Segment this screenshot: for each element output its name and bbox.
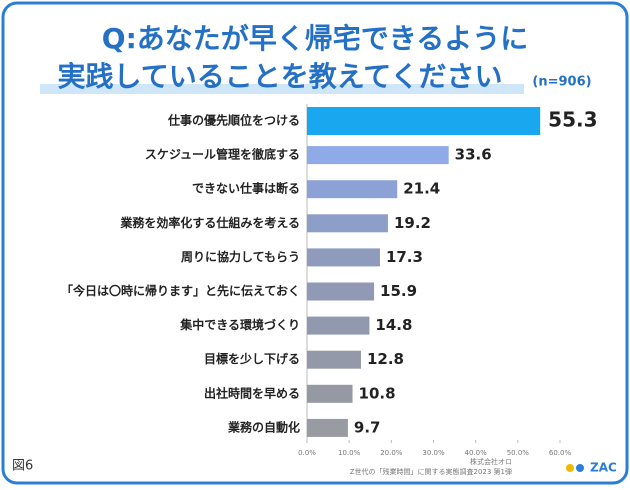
x-tick-label: 20.0% bbox=[380, 449, 403, 457]
logo-dot bbox=[576, 464, 584, 472]
y-tick-label: 業務の自動化 bbox=[227, 419, 300, 434]
value-label: 14.8 bbox=[375, 316, 412, 334]
x-tick-label: 40.0% bbox=[465, 449, 488, 457]
bar bbox=[307, 248, 380, 267]
value-label: 19.2 bbox=[394, 214, 431, 232]
bar bbox=[307, 214, 388, 233]
x-tick-label: 10.0% bbox=[338, 449, 361, 457]
value-label: 17.3 bbox=[386, 248, 423, 266]
value-label: 33.6 bbox=[455, 146, 492, 164]
bar bbox=[307, 146, 449, 165]
title-highlight bbox=[40, 84, 524, 94]
note: 株式会社オロ bbox=[470, 457, 512, 466]
chart-title: Q:あなたが早く帰宅できるように bbox=[102, 22, 528, 55]
bar bbox=[307, 180, 398, 199]
bar bbox=[307, 350, 361, 369]
figure-label: 図6 bbox=[12, 459, 33, 474]
value-label: 9.7 bbox=[354, 418, 381, 436]
value-label: 55.3 bbox=[548, 108, 597, 132]
x-tick-label: 0.0% bbox=[298, 449, 316, 457]
value-label: 12.8 bbox=[367, 350, 404, 368]
bar bbox=[307, 316, 370, 335]
y-tick-label: できない仕事は断る bbox=[192, 181, 300, 196]
bar bbox=[307, 418, 348, 437]
x-tick-label: 30.0% bbox=[422, 449, 445, 457]
x-tick-label: 50.0% bbox=[507, 449, 530, 457]
value-label: 21.4 bbox=[403, 180, 440, 198]
chart-title: 実践していることを教えてください bbox=[58, 60, 503, 93]
bar bbox=[307, 282, 375, 301]
y-tick-label: 業務を効率化する仕組みを考える bbox=[119, 215, 300, 230]
bar bbox=[307, 107, 541, 135]
value-label: 15.9 bbox=[380, 282, 417, 300]
value-label: 10.8 bbox=[359, 384, 396, 402]
logo: ZAC bbox=[590, 461, 617, 475]
logo-dot bbox=[566, 464, 574, 472]
y-tick-label: 目標を少し下げる bbox=[204, 351, 300, 366]
note: Z世代の「残業時間」に関する実態調査2023 第1弾 bbox=[350, 467, 512, 476]
y-tick-label: 出社時間を早める bbox=[204, 385, 300, 400]
x-tick-label: 60.0% bbox=[549, 449, 572, 457]
y-tick-label: 周りに協力してもらう bbox=[181, 249, 300, 264]
y-tick-label: 「今日は〇時に帰ります」と先に伝えておく bbox=[61, 283, 300, 298]
subtitle: (n=906) bbox=[532, 75, 591, 90]
y-tick-label: 仕事の優先順位をつける bbox=[167, 113, 300, 128]
y-tick-label: スケジュール管理を徹底する bbox=[145, 147, 300, 162]
y-tick-label: 集中できる環境づくり bbox=[179, 317, 300, 332]
bar bbox=[307, 384, 353, 403]
